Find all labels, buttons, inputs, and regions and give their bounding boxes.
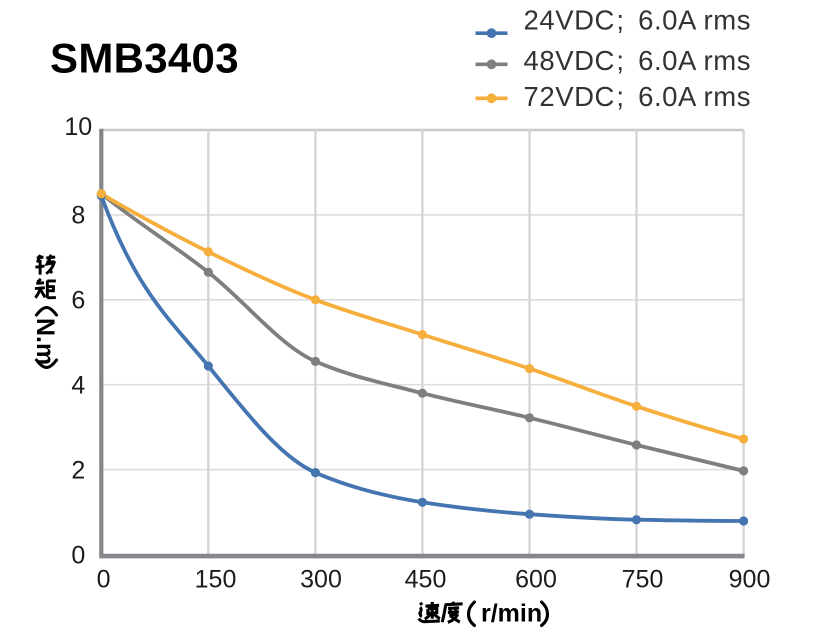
svg-text:6: 6 [71,287,85,315]
svg-text:72VDC;6.0A rms: 72VDC; 6.0A rms [524,81,752,112]
svg-text:600: 600 [515,566,557,594]
svg-text:24VDC;6.0A rms: 24VDC; 6.0A rms [524,5,752,36]
svg-text:8: 8 [71,202,85,230]
svg-text:450: 450 [405,566,447,594]
svg-text:750: 750 [622,566,664,594]
svg-text:N.m: N.m [31,318,59,365]
svg-text:0: 0 [71,541,85,569]
svg-text:300: 300 [300,566,342,594]
svg-text:2: 2 [71,456,85,484]
svg-text:4: 4 [71,372,85,400]
svg-text:150: 150 [195,566,237,594]
svg-text:900: 900 [729,566,771,594]
svg-text:r/min: r/min [481,600,542,628]
svg-text:SMB3403: SMB3403 [50,35,239,82]
svg-text:10: 10 [64,113,92,141]
svg-text:0: 0 [97,566,111,594]
svg-text:48VDC;6.0A rms: 48VDC; 6.0A rms [524,45,752,76]
